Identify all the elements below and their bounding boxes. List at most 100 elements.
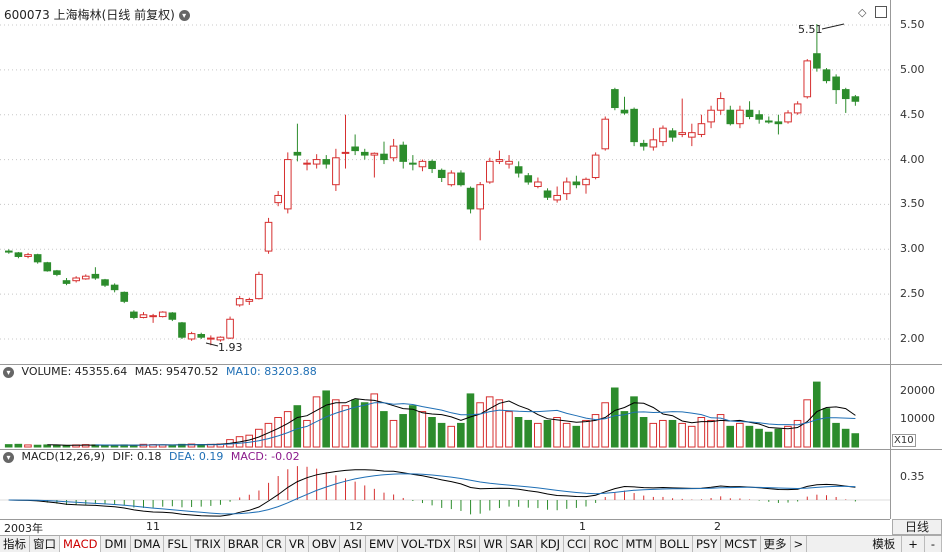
tab-指标[interactable]: 指标	[0, 536, 30, 552]
candle-body	[630, 108, 638, 143]
tab-obv[interactable]: OBV	[309, 536, 341, 552]
candle-body	[33, 254, 42, 263]
price-axis-label: 3.50	[900, 197, 925, 211]
diamond-icon[interactable]: ◇	[858, 6, 867, 19]
candle-body	[553, 194, 561, 201]
candle-body	[639, 142, 648, 147]
candle-body	[303, 162, 311, 165]
candle-body	[283, 159, 292, 210]
candle-body	[813, 53, 821, 69]
tab->[interactable]: >	[791, 536, 808, 552]
candle-body	[620, 109, 629, 114]
dea-value: 0.19	[198, 450, 224, 463]
volume-bar	[418, 411, 427, 448]
tab-boll[interactable]: BOLL	[656, 536, 693, 552]
macd-dea-line	[8, 473, 856, 515]
volume-bar	[764, 431, 773, 448]
tab-roc[interactable]: ROC	[590, 536, 623, 552]
chart-canvas[interactable]: 5.51 1.93	[0, 0, 942, 535]
time-axis: 2003年 11 12 1 2	[0, 519, 890, 535]
indicator-tab-bar: 指标 窗口 MACD DMI DMA FSL TRIX BRAR CR VR OBV ASI EMV VO…	[0, 535, 942, 552]
ma10-value: 83203.88	[264, 365, 317, 378]
volume-bar	[389, 419, 398, 448]
tab-vr[interactable]: VR	[286, 536, 309, 552]
volume-bar	[341, 405, 350, 448]
volume-bar	[360, 402, 369, 448]
candle-body	[380, 153, 388, 161]
volume-bar	[457, 422, 465, 448]
tab-kdj[interactable]: KDJ	[537, 536, 565, 552]
candle-body	[120, 291, 129, 302]
volume-bar	[351, 399, 359, 448]
candle-body	[476, 184, 484, 210]
candle-body	[24, 254, 32, 257]
volume-unit: X10	[892, 434, 916, 447]
candle-body	[351, 146, 359, 152]
candle-body	[322, 159, 331, 165]
window-toggle-icon[interactable]	[875, 6, 887, 18]
tab-更多[interactable]: 更多	[761, 536, 791, 552]
candle-body	[832, 76, 840, 91]
tab-sar[interactable]: SAR	[507, 536, 538, 552]
ma10-label: MA10:	[226, 365, 261, 378]
volume-bar	[793, 419, 802, 448]
volume-bar	[668, 419, 677, 448]
tab-macd[interactable]: MACD	[60, 536, 102, 552]
volume-bar	[745, 425, 754, 448]
tab-cci[interactable]: CCI	[564, 536, 591, 552]
volume-bar	[283, 411, 292, 448]
candle-body	[851, 96, 860, 102]
candle-body	[688, 132, 696, 138]
template-tabs: 模板 + -	[866, 536, 942, 552]
tab-rsi[interactable]: RSI	[455, 536, 481, 552]
price-axis-label: 3.00	[900, 242, 925, 256]
volume-bar	[678, 422, 686, 448]
candle-body	[341, 151, 350, 154]
volume-bar	[62, 445, 71, 448]
dif-value: 0.18	[136, 450, 162, 463]
stock-title-text: 600073 上海梅林(日线 前复权)	[4, 8, 175, 22]
candle-body	[264, 221, 273, 252]
volume-bar	[582, 419, 590, 448]
volume-bar	[601, 402, 609, 448]
tab-mcst[interactable]: MCST	[721, 536, 761, 552]
period-button[interactable]: 日线	[892, 519, 942, 535]
volume-value: 45355.64	[74, 365, 128, 378]
tab-asi[interactable]: ASI	[340, 536, 366, 552]
candle-body	[745, 109, 754, 118]
candle-body	[572, 181, 581, 186]
volume-bar	[543, 419, 552, 448]
tab-vol-tdx[interactable]: VOL-TDX	[398, 536, 455, 552]
candle-body	[245, 299, 254, 302]
tab-窗口[interactable]: 窗口	[30, 536, 60, 552]
volume-bar	[774, 428, 783, 448]
price-axis-label: 5.00	[900, 62, 925, 76]
zoom-in-button[interactable]: +	[902, 536, 925, 552]
volume-bar	[726, 425, 735, 448]
volume-bar	[639, 417, 648, 448]
tab-psy[interactable]: PSY	[693, 536, 722, 552]
candle-body	[678, 132, 687, 135]
tab-template[interactable]: 模板	[866, 536, 903, 552]
tab-cr[interactable]: CR	[263, 536, 287, 552]
ma5-value: 95470.52	[166, 365, 219, 378]
chevron-down-icon[interactable]: ▾	[178, 10, 190, 21]
tab-dmi[interactable]: DMI	[101, 536, 131, 552]
volume-bar	[408, 405, 417, 448]
candle-body	[139, 314, 148, 318]
zoom-out-button[interactable]: -	[925, 536, 942, 552]
chevron-down-icon[interactable]: ▾	[3, 366, 14, 378]
tab-trix[interactable]: TRIX	[191, 536, 225, 552]
tab-emv[interactable]: EMV	[366, 536, 398, 552]
tab-mtm[interactable]: MTM	[623, 536, 657, 552]
tab-fsl[interactable]: FSL	[164, 536, 192, 552]
volume-bar	[495, 399, 504, 448]
tab-wr[interactable]: WR	[480, 536, 507, 552]
candle-body	[360, 151, 369, 156]
tab-brar[interactable]: BRAR	[225, 536, 264, 552]
chevron-down-icon[interactable]: ▾	[3, 451, 14, 463]
volume-bar	[505, 411, 513, 448]
volume-bar	[707, 419, 715, 448]
tab-dma[interactable]: DMA	[131, 536, 165, 552]
candlestick-series	[5, 24, 860, 346]
